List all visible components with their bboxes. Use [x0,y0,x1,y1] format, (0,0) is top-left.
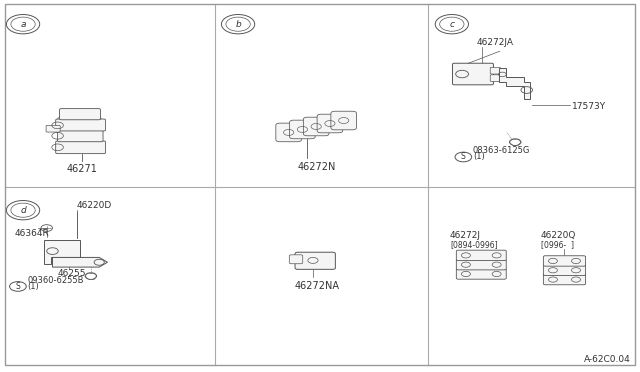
Text: b: b [236,20,241,29]
Text: c: c [449,20,454,29]
Text: 46271: 46271 [67,164,97,174]
FancyBboxPatch shape [295,252,335,269]
FancyBboxPatch shape [490,67,500,74]
Text: d: d [20,206,26,215]
FancyBboxPatch shape [317,114,343,133]
Text: S: S [15,282,20,291]
Text: (1): (1) [473,153,484,161]
Text: 46220D: 46220D [77,201,112,210]
FancyBboxPatch shape [456,260,506,270]
FancyBboxPatch shape [289,255,303,264]
Text: [0894-0996]: [0894-0996] [450,240,497,249]
Text: 46364R: 46364R [14,230,49,238]
Text: [0996-  ]: [0996- ] [541,240,574,249]
Text: S: S [461,153,466,161]
Polygon shape [44,240,80,264]
Circle shape [10,282,26,291]
FancyBboxPatch shape [46,125,60,132]
FancyBboxPatch shape [276,123,301,142]
Text: A-62C0.04: A-62C0.04 [584,355,630,364]
Text: 46255: 46255 [58,269,86,278]
Text: 46220Q: 46220Q [541,231,576,240]
FancyBboxPatch shape [289,120,315,139]
FancyBboxPatch shape [331,111,356,130]
Text: (1): (1) [28,282,39,291]
Text: a: a [20,20,26,29]
FancyBboxPatch shape [456,269,506,279]
FancyBboxPatch shape [56,141,106,154]
FancyBboxPatch shape [543,275,586,285]
Polygon shape [499,68,530,99]
FancyBboxPatch shape [543,265,586,275]
FancyBboxPatch shape [490,75,500,81]
Text: 08363-6125G: 08363-6125G [473,147,531,155]
FancyBboxPatch shape [60,109,100,120]
FancyBboxPatch shape [456,250,506,261]
FancyBboxPatch shape [303,117,329,136]
Text: 46272J: 46272J [450,231,481,240]
Polygon shape [52,257,108,267]
FancyBboxPatch shape [58,130,103,142]
Text: 46272JA: 46272JA [477,38,514,46]
Text: 46272N: 46272N [298,162,336,172]
FancyBboxPatch shape [452,63,493,85]
FancyBboxPatch shape [543,256,586,266]
Text: 17573Y: 17573Y [572,102,605,110]
Text: 09360-6255B: 09360-6255B [28,276,84,285]
Text: 46272NA: 46272NA [294,281,339,291]
Circle shape [455,152,472,162]
FancyBboxPatch shape [56,119,106,131]
